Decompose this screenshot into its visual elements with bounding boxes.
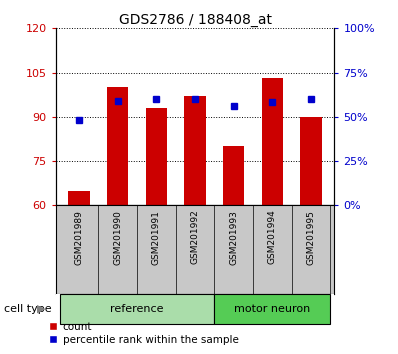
Bar	[300, 117, 322, 205]
Text: GSM201994: GSM201994	[268, 210, 277, 264]
Bar	[68, 190, 90, 205]
Text: GSM201989: GSM201989	[74, 210, 84, 265]
Text: cell type: cell type	[4, 304, 52, 314]
Bar	[223, 146, 244, 205]
Text: GSM201992: GSM201992	[191, 210, 199, 264]
Bar	[146, 108, 167, 205]
Text: ▶: ▶	[37, 304, 45, 314]
Text: GSM201991: GSM201991	[152, 210, 161, 265]
Bar	[184, 96, 206, 205]
Text: reference: reference	[110, 304, 164, 314]
Bar	[215, 294, 330, 324]
Legend: count, percentile rank within the sample: count, percentile rank within the sample	[45, 317, 243, 349]
Text: GSM201993: GSM201993	[229, 210, 238, 265]
Title: GDS2786 / 188408_at: GDS2786 / 188408_at	[119, 13, 271, 27]
Text: motor neuron: motor neuron	[234, 304, 310, 314]
Text: GSM201990: GSM201990	[113, 210, 122, 265]
Text: GSM201995: GSM201995	[306, 210, 316, 265]
Bar	[262, 79, 283, 205]
Bar	[60, 294, 215, 324]
Bar	[107, 87, 128, 205]
